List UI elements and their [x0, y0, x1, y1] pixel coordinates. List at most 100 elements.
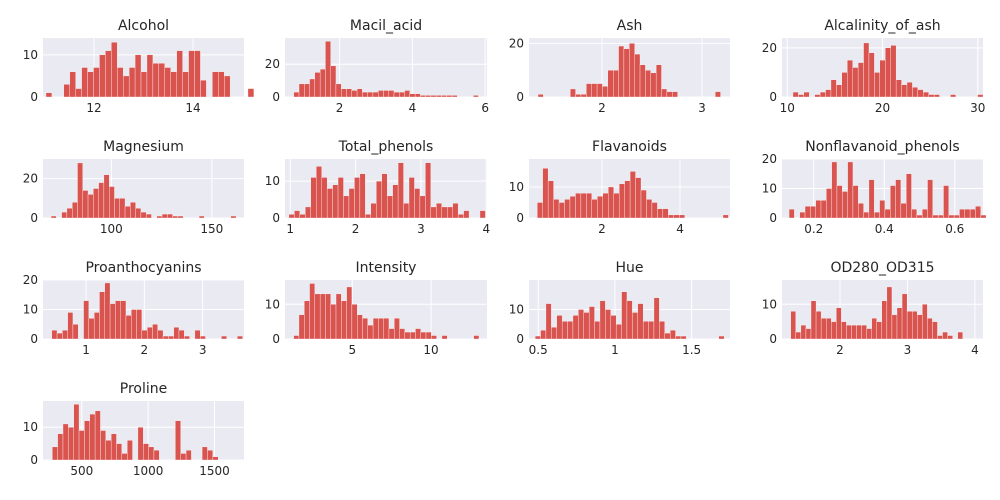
histogram-bar [917, 89, 924, 98]
histogram-bar [304, 83, 310, 98]
histogram-bar [137, 427, 144, 461]
histogram-bar [715, 91, 721, 98]
histogram-bar [404, 90, 411, 98]
histogram-bar [623, 48, 630, 98]
histogram-bar [393, 91, 400, 98]
x-tick-label: 1 [82, 343, 90, 357]
histogram-bar [805, 328, 812, 340]
histogram-bar [419, 195, 426, 219]
histogram-bar [170, 71, 177, 98]
histogram-bar [314, 293, 321, 340]
histogram-bar [321, 177, 328, 219]
histogram-bar [804, 206, 811, 219]
y-tick-label: 20 [762, 152, 777, 166]
histogram-bar [184, 335, 190, 340]
histogram-bar [372, 91, 379, 98]
histogram-macil-acid: 2 4 6 0 20 Macil_acid [265, 18, 489, 115]
histogram-proline: 500 1000 1500 0 10 Proline [23, 381, 244, 478]
x-tick-label: 30 [970, 101, 985, 115]
histogram-bar [916, 214, 923, 219]
histogram-bar [399, 328, 406, 340]
histogram-bar [874, 72, 881, 98]
histogram-bar [659, 321, 665, 340]
histogram-bar [337, 177, 344, 219]
histogram-bar [624, 180, 631, 219]
histogram-bar [537, 202, 543, 219]
histogram-bar [212, 71, 219, 98]
histogram-bar [72, 324, 79, 340]
panel-title: Proline [120, 381, 167, 397]
histogram-bar [906, 173, 912, 219]
y-tick-label: 10 [265, 174, 280, 188]
histogram-bar [885, 47, 891, 98]
histogram-bar [298, 314, 305, 340]
histogram-bar [558, 202, 565, 219]
histogram-bar [586, 83, 592, 98]
histogram-bar [596, 83, 603, 98]
x-tick-label: 0.6 [945, 222, 964, 236]
histogram-bar [153, 449, 160, 461]
histogram-bar [635, 177, 642, 219]
histogram-bar [117, 67, 124, 98]
histogram-bar [640, 189, 647, 219]
histogram-bar [831, 321, 837, 340]
histogram-bar [75, 88, 82, 98]
histogram-bar [66, 207, 73, 219]
histogram-bar [615, 324, 622, 340]
histogram-bar [922, 304, 928, 340]
x-tick-label: 150 [200, 222, 223, 236]
histogram-bar [356, 88, 363, 98]
x-tick-label: 1 [286, 222, 294, 236]
histogram-bar [472, 95, 479, 98]
histogram-bar [856, 324, 862, 340]
histogram-bar [673, 214, 680, 219]
histogram-bar [370, 203, 377, 219]
histogram-bar [359, 173, 366, 219]
histogram-bar [194, 329, 201, 340]
histogram-bar [304, 300, 310, 340]
histogram-bar [820, 200, 827, 219]
histogram-bar [87, 71, 94, 98]
histogram-bar [937, 214, 944, 219]
histogram-bar [680, 335, 687, 340]
y-tick-label: 10 [762, 297, 777, 311]
histogram-bar [341, 300, 347, 340]
histogram-bar [146, 54, 154, 98]
histogram-bar [942, 331, 948, 340]
histogram-bar [857, 62, 864, 98]
histogram-bar [826, 188, 832, 219]
histogram-bar [194, 50, 201, 98]
histogram-bar [637, 303, 644, 340]
histogram-bar [912, 86, 919, 98]
y-tick-label: 20 [23, 273, 38, 287]
histogram-bar [861, 324, 867, 340]
histogram-bar [473, 335, 480, 340]
x-tick-label: 500 [70, 464, 93, 478]
histogram-bar [803, 91, 810, 98]
histogram-bar [957, 331, 963, 340]
histogram-bar [128, 67, 136, 98]
histogram-bar [669, 329, 676, 340]
histogram-bar [376, 180, 382, 219]
histogram-bar [933, 94, 940, 98]
histogram-bar [56, 332, 63, 340]
histogram-bar [146, 327, 153, 340]
histogram-bar [534, 335, 541, 340]
histogram-bar [886, 286, 893, 340]
histogram-bar [653, 297, 660, 340]
histogram-bar [146, 213, 152, 219]
histogram-bar [69, 71, 76, 98]
y-tick-label: 0 [516, 211, 524, 225]
histogram-bar [648, 321, 655, 340]
histogram-bar [354, 177, 361, 219]
x-tick-label: 14 [185, 101, 200, 115]
x-tick-label: 2 [352, 222, 360, 236]
histogram-bar [121, 453, 128, 461]
histogram-bar [105, 440, 112, 461]
histogram-bar [798, 94, 804, 98]
histogram-bar [655, 64, 662, 98]
panel-title: Macil_acid [350, 18, 422, 34]
histogram-bar [377, 90, 384, 98]
panel-title: Alcohol [118, 18, 169, 34]
histogram-bar [182, 71, 189, 98]
